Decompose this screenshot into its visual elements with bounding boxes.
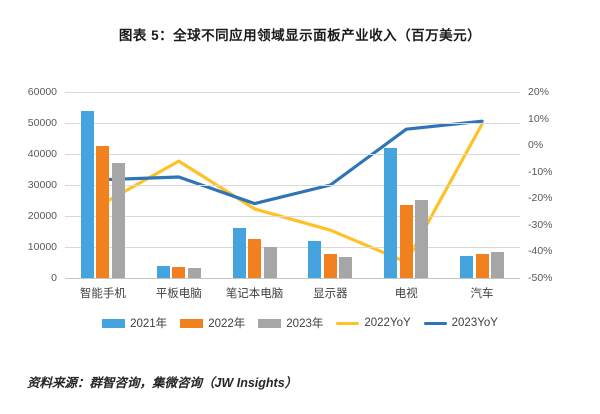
gridline	[65, 153, 520, 155]
bar-2021年-电视	[384, 147, 398, 278]
bar-2021年-智能手机	[80, 110, 94, 278]
bar-2022年-电视	[399, 204, 413, 278]
legend-item-2022年: 2022年	[180, 315, 245, 331]
gridline	[65, 246, 520, 248]
bar-2023年-智能手机	[111, 163, 125, 278]
gridline	[65, 91, 520, 93]
bar-2023年-显示器	[339, 257, 353, 278]
gridline	[65, 184, 520, 186]
right-axis-tick-label: 10%	[528, 112, 550, 125]
legend-swatch-2023年	[258, 318, 282, 328]
legend-label: 2022YoY	[364, 317, 411, 329]
left-axis-tick-label: 20000	[27, 210, 57, 222]
legend: 2021年 2022年 2023年 2022YoY 2023YoY	[0, 315, 600, 331]
legend-label: 2023YoY	[451, 317, 498, 329]
right-axis-tick-label: -40%	[528, 245, 553, 258]
legend-swatch-2021年	[102, 318, 126, 328]
legend-swatch-2022YoY	[336, 321, 360, 325]
bar-2023年-笔记本电脑	[263, 247, 277, 278]
right-axis-tick-label: -30%	[528, 218, 553, 231]
bar-2022年-汽车	[475, 254, 489, 278]
right-axis-tick-label: 20%	[528, 86, 550, 98]
legend-item-2022YoY: 2022YoY	[336, 317, 411, 329]
bar-2021年-汽车	[460, 256, 474, 278]
bar-2021年-笔记本电脑	[232, 227, 246, 278]
left-axis-tick-label: 10000	[27, 241, 57, 253]
legend-label: 2022年	[208, 318, 246, 330]
bar-2022年-显示器	[323, 253, 337, 278]
category-label-电视: 电视	[394, 288, 418, 300]
right-axis-tick-label: 0%	[528, 139, 544, 152]
category-label-显示器: 显示器	[313, 288, 348, 300]
bar-2021年-显示器	[308, 240, 322, 278]
right-axis-tick-label: -50%	[528, 272, 553, 284]
bar-2023年-平板电脑	[187, 268, 201, 278]
category-label-笔记本电脑: 笔记本电脑	[225, 288, 284, 300]
bar-2022年-平板电脑	[172, 266, 186, 278]
bar-2021年-平板电脑	[156, 265, 170, 278]
line-2023YoY	[101, 119, 484, 206]
legend-item-2023YoY: 2023YoY	[423, 317, 498, 329]
legend-label: 2021年	[130, 318, 168, 330]
gridline	[65, 122, 520, 124]
left-axis-tick-label: 0	[51, 272, 57, 284]
bar-2023年-电视	[415, 199, 429, 278]
gridline	[65, 277, 520, 279]
bar-2023年-汽车	[491, 252, 505, 278]
legend-swatch-2022年	[180, 318, 204, 328]
category-label-智能手机: 智能手机	[79, 288, 126, 300]
category-label-汽车: 汽车	[470, 288, 494, 300]
legend-swatch-2023YoY	[423, 321, 447, 325]
gridline	[65, 215, 520, 217]
left-value-axis: 0 10000 20000 30000 40000 50000 60000	[0, 86, 57, 284]
legend-label: 2023年	[286, 318, 324, 330]
legend-item-2021年: 2021年	[102, 315, 167, 331]
chart-title: 图表 5：全球不同应用领域显示面板产业收入（百万美元）	[118, 28, 482, 43]
left-axis-tick-label: 30000	[27, 179, 57, 191]
right-axis-tick-label: -20%	[528, 192, 553, 205]
right-axis-tick-label: -10%	[528, 165, 553, 178]
right-percent-axis: 20% 10% 0% -10% -20% -30% -40% -50%	[528, 86, 588, 284]
category-label-平板电脑: 平板电脑	[155, 288, 202, 300]
left-axis-tick-label: 50000	[27, 117, 57, 129]
legend-item-2023年: 2023年	[258, 315, 323, 331]
bar-2022年-笔记本电脑	[248, 239, 262, 278]
plot-area	[65, 91, 520, 279]
bar-2022年-智能手机	[96, 146, 110, 278]
source-note: 资料来源：群智咨询，集微咨询（JW Insights）	[27, 376, 298, 390]
left-axis-tick-label: 40000	[27, 148, 57, 160]
left-axis-tick-label: 60000	[27, 86, 57, 98]
category-axis: 智能手机 平板电脑 笔记本电脑 显示器 电视 汽车	[65, 285, 520, 301]
